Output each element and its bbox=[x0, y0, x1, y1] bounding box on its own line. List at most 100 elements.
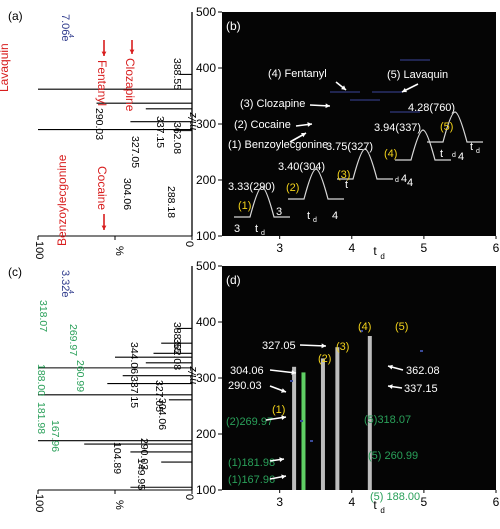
mobility-peak-index-3: (4) bbox=[384, 148, 397, 160]
mz-label-1: 362.08 bbox=[171, 122, 183, 154]
x-tick-label-1: 4 bbox=[348, 241, 355, 255]
x-axis-label-sub: d bbox=[380, 252, 384, 261]
mz-label-4: 327.05 bbox=[153, 380, 165, 412]
arrow-fentanyl-head bbox=[101, 51, 107, 56]
mz-label-2: 337.15 bbox=[154, 116, 166, 148]
annotation-9: 337.15 bbox=[404, 383, 438, 395]
mz-label-8: 269.97 bbox=[67, 324, 79, 356]
intensity-exp: 4 bbox=[67, 34, 74, 38]
map-background bbox=[222, 266, 496, 490]
mz-label-11: 181.98 bbox=[35, 402, 47, 434]
percent-tick-label-0: 100 bbox=[33, 241, 45, 259]
panel-label-a: (a) bbox=[8, 9, 23, 23]
inset-axis-label-14: t bbox=[470, 141, 473, 153]
y-tick-label-2: 300 bbox=[196, 117, 216, 131]
x-tick-label-1: 4 bbox=[348, 495, 355, 509]
arrow-304-head bbox=[291, 370, 296, 375]
mz-label-3: 337.15 bbox=[128, 376, 140, 408]
legend-arrow-cocaine-head bbox=[307, 122, 312, 127]
mobility-peak-trace-4 bbox=[427, 111, 483, 143]
intensity-exp: 4 bbox=[67, 290, 74, 294]
mz-label-5: 290.03 bbox=[93, 108, 105, 140]
mobility-streak-0 bbox=[292, 366, 297, 490]
faint-dot-2 bbox=[290, 380, 293, 382]
panel-d: 100 200 300 400 500 3 4 5 6 m/z t d (4) (5) (3) (2) (1) 3… bbox=[187, 259, 500, 515]
annotation-1: (5) bbox=[395, 321, 408, 333]
mz-label-2: 344.06 bbox=[128, 342, 140, 374]
y-tick-label-1: 200 bbox=[196, 427, 216, 441]
annotation-3: (2) bbox=[318, 353, 331, 365]
y-axis-label: m/z bbox=[187, 112, 199, 130]
arrow-362-head bbox=[388, 364, 393, 370]
y-tick-label-3: 400 bbox=[196, 315, 216, 329]
percent-tick-label-0: 100 bbox=[33, 494, 45, 512]
mobility-peak-trace-3 bbox=[395, 129, 451, 161]
inset-axis-label-15: d bbox=[476, 148, 480, 155]
annotation-7: 290.03 bbox=[228, 380, 262, 392]
inset-axis-label-1: t bbox=[255, 223, 258, 235]
x-axis-label-sub: d bbox=[380, 506, 384, 515]
mobility-peak-trace-2 bbox=[337, 148, 393, 180]
annotation-12: (5) 260.99 bbox=[368, 450, 418, 462]
mz-label-6: 304.06 bbox=[156, 398, 168, 430]
intensity-label: 7.06e bbox=[59, 14, 71, 42]
annotation-15: (5) 188.00 bbox=[370, 491, 420, 503]
annotation-8: 362.08 bbox=[406, 365, 440, 377]
annotation-6: 304.06 bbox=[230, 365, 264, 377]
y-tick-label-4: 500 bbox=[196, 5, 216, 19]
compound-lavaquin: Lavaquin bbox=[0, 43, 11, 92]
arrow-188-head bbox=[348, 493, 353, 499]
inset-axis-label-13: 4 bbox=[458, 151, 464, 163]
inset-axis-label-9: 4 bbox=[401, 173, 407, 185]
inset-axis-label-7: t bbox=[345, 179, 348, 191]
arrow-181-head bbox=[279, 457, 284, 462]
arrow-327-head bbox=[321, 343, 326, 349]
inset-axis-label-0: 3 bbox=[234, 223, 240, 235]
inset-axis-label-3: 3 bbox=[276, 206, 282, 218]
mz-label-5: 318.07 bbox=[37, 300, 49, 332]
mz-label-6: 288.18 bbox=[165, 186, 177, 218]
y-tick-label-4: 500 bbox=[196, 259, 216, 273]
mobility-peak-label-0: 3.33(290) bbox=[228, 181, 275, 193]
x-tick-label-3: 6 bbox=[493, 241, 500, 255]
mobility-peak-label-4: 4.28(760) bbox=[408, 102, 455, 114]
x-axis-label: t bbox=[373, 498, 377, 512]
arrow-cocaine-head bbox=[101, 225, 107, 230]
faint-dot-0 bbox=[300, 420, 303, 422]
inset-axis-label-11: t bbox=[440, 148, 443, 160]
intensity-label: 3.32e bbox=[59, 270, 71, 298]
mz-label-9: 260.99 bbox=[74, 360, 86, 392]
legend-clozapine: (3) Clozapine bbox=[240, 98, 305, 110]
legend-arrow-fentanyl-head bbox=[341, 85, 346, 90]
mobility-peak-label-2: 3.75(327) bbox=[326, 141, 373, 153]
mz-label-0: 388.55 bbox=[171, 322, 183, 354]
panel-label-d: (d) bbox=[226, 273, 241, 287]
legend-arrow-clozapine-head bbox=[325, 103, 330, 109]
legend-benzoylecgonine: (1) Benzoylecgonine bbox=[228, 139, 328, 151]
inset-axis-label-2: d bbox=[261, 230, 265, 237]
mz-label-12: 167.96 bbox=[49, 420, 61, 452]
annotation-10: (5)318.07 bbox=[364, 414, 411, 426]
legend-cocaine: (2) Cocaine bbox=[234, 119, 291, 131]
mz-label-10: 188.00 bbox=[35, 364, 47, 396]
compound-benzoylecgonine: Benzoylecgonine bbox=[55, 154, 69, 246]
arrow-337-head bbox=[388, 384, 393, 389]
inset-axis-label-8: d bbox=[395, 177, 399, 184]
inset-axis-label-10: 4 bbox=[407, 177, 413, 189]
percent-tick-label-1: 0 bbox=[183, 241, 195, 247]
mobility-streak-3 bbox=[335, 347, 340, 490]
mz-label-3: 327.05 bbox=[129, 136, 141, 168]
x-tick-label-2: 5 bbox=[421, 495, 428, 509]
mz-label-1: 362.08 bbox=[171, 338, 183, 370]
mz-label-4: 304.06 bbox=[121, 178, 133, 210]
percent-label: % bbox=[113, 246, 125, 256]
annotation-0: (4) bbox=[358, 321, 371, 333]
mobility-peak-index-0: (1) bbox=[238, 200, 251, 212]
legend-lavaquin: (5) Lavaquin bbox=[387, 69, 448, 81]
inset-axis-label-5: d bbox=[313, 217, 317, 224]
inset-axis-label-4: t bbox=[307, 210, 310, 222]
x-tick-label-3: 6 bbox=[493, 495, 500, 509]
arrow-167-head bbox=[281, 474, 286, 480]
x-tick-label-0: 3 bbox=[276, 241, 283, 255]
